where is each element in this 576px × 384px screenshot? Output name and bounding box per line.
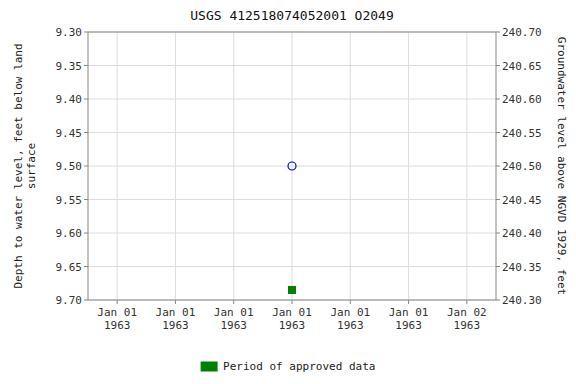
tick [496, 99, 500, 100]
text-line: Jan 02 [447, 306, 487, 319]
tick-label: 240.60 [502, 93, 542, 106]
tick [84, 32, 88, 33]
background [0, 0, 576, 384]
y2-axis: 240.70 240.65 240.60 240.55 240.50 240.45 240.… [496, 26, 542, 307]
tick [117, 300, 118, 304]
tick-label: 9.60 [56, 227, 83, 240]
tick-label: 9.35 [56, 60, 83, 73]
tick-label: 9.70 [56, 294, 83, 307]
tick [233, 300, 234, 304]
text-line: 1963 [104, 319, 131, 332]
grid-line [350, 32, 351, 300]
tick-label: 9.40 [56, 93, 83, 106]
text-line: 1963 [454, 319, 481, 332]
tick-label: 9.45 [56, 127, 83, 140]
text-line: 1963 [337, 319, 364, 332]
plot-frame [88, 32, 496, 300]
tick-label: 240.35 [502, 261, 542, 274]
tick [408, 300, 409, 304]
axis-label: Depth to water level, feet below landsur… [12, 43, 38, 288]
grid-line [292, 32, 293, 300]
tick-label: Jan 011963 [330, 306, 370, 332]
title: USGS 412518074052001 O2049 [190, 8, 394, 23]
tick-label: 240.50 [502, 160, 542, 173]
text-line: surface [25, 143, 38, 189]
text-line: Jan 01 [272, 306, 312, 319]
tick-label: 240.30 [502, 294, 542, 307]
tick [350, 300, 351, 304]
tick [84, 233, 88, 234]
marks [288, 162, 296, 293]
grid [88, 32, 496, 300]
legend: Period of approved data [201, 360, 375, 373]
tick [496, 166, 500, 167]
grid-line [466, 32, 467, 300]
tick [84, 166, 88, 167]
text-line: Jan 01 [330, 306, 370, 319]
text-line: Depth to water level, feet below land [12, 43, 25, 288]
text-line: 1963 [220, 319, 247, 332]
text-line: Jan 01 [389, 306, 429, 319]
tick-label: Jan 011963 [214, 306, 254, 332]
tick [496, 233, 500, 234]
tick-label: Jan 011963 [272, 306, 312, 332]
tick [292, 300, 293, 304]
x-axis: Jan 011963Jan 011963Jan 011963Jan 011963… [97, 300, 486, 332]
tick [84, 99, 88, 100]
legend-swatch [201, 362, 217, 371]
chart: 9.30 9.35 9.40 9.45 9.50 9.55 9.60 9.65 9.70 240.… [0, 0, 576, 384]
tick [466, 300, 467, 304]
text-line: Groundwater level above NGVD 1929, feet [555, 37, 568, 295]
legend-label: Period of approved data [223, 360, 375, 373]
tick [84, 266, 88, 267]
text-line: Jan 01 [214, 306, 254, 319]
tick-label: 9.30 [56, 26, 83, 39]
tick-label: 240.70 [502, 26, 542, 39]
grid-line [233, 32, 234, 300]
tick [496, 65, 500, 66]
tick-label: 9.55 [56, 194, 83, 207]
tick [175, 300, 176, 304]
grid-line [117, 32, 118, 300]
y-axis: 9.30 9.35 9.40 9.45 9.50 9.55 9.60 9.65 9.70 [56, 26, 89, 307]
tick [496, 199, 500, 200]
tick-label: Jan 021963 [447, 306, 487, 332]
tick-label: 240.40 [502, 227, 542, 240]
text-line: 1963 [395, 319, 422, 332]
tick [84, 300, 88, 301]
tick-label: Jan 011963 [156, 306, 196, 332]
point [289, 286, 296, 293]
grid-line [175, 32, 176, 300]
tick-label: Jan 011963 [97, 306, 137, 332]
text-line: Jan 01 [156, 306, 196, 319]
tick [84, 199, 88, 200]
tick [496, 132, 500, 133]
axis-label: Groundwater level above NGVD 1929, feet [555, 37, 568, 295]
text-line: Jan 01 [97, 306, 137, 319]
tick [496, 266, 500, 267]
point [288, 162, 296, 170]
tick-label: 240.45 [502, 194, 542, 207]
tick [84, 132, 88, 133]
grid-line [408, 32, 409, 300]
tick [84, 65, 88, 66]
text-line: 1963 [162, 319, 189, 332]
text-line: 1963 [279, 319, 306, 332]
tick [496, 32, 500, 33]
tick-label: 9.65 [56, 261, 83, 274]
tick [496, 300, 500, 301]
tick-label: 9.50 [56, 160, 83, 173]
tick-label: 240.65 [502, 60, 542, 73]
tick-label: 240.55 [502, 127, 542, 140]
tick-label: Jan 011963 [389, 306, 429, 332]
